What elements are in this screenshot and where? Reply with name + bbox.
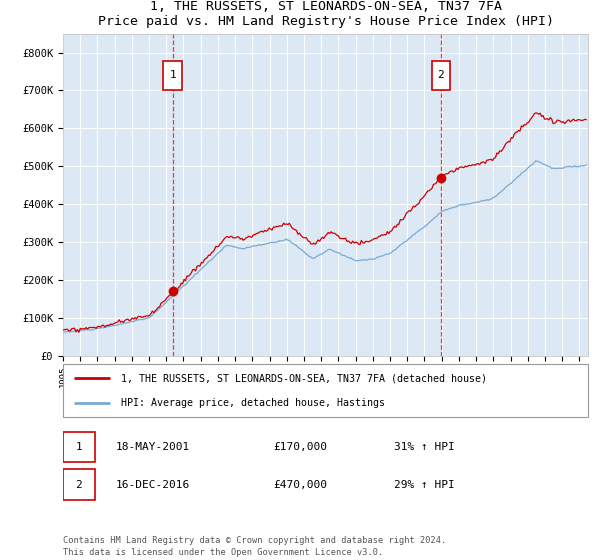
FancyBboxPatch shape — [431, 61, 451, 90]
Text: £170,000: £170,000 — [273, 442, 327, 452]
Text: HPI: Average price, detached house, Hastings: HPI: Average price, detached house, Hast… — [121, 398, 385, 408]
Text: 2: 2 — [437, 70, 445, 80]
Title: 1, THE RUSSETS, ST LEONARDS-ON-SEA, TN37 7FA
Price paid vs. HM Land Registry's H: 1, THE RUSSETS, ST LEONARDS-ON-SEA, TN37… — [97, 0, 554, 28]
Text: 1, THE RUSSETS, ST LEONARDS-ON-SEA, TN37 7FA (detached house): 1, THE RUSSETS, ST LEONARDS-ON-SEA, TN37… — [121, 374, 487, 384]
Text: 2: 2 — [76, 479, 82, 489]
Text: Contains HM Land Registry data © Crown copyright and database right 2024.
This d: Contains HM Land Registry data © Crown c… — [63, 536, 446, 557]
FancyBboxPatch shape — [163, 61, 182, 90]
FancyBboxPatch shape — [63, 432, 95, 462]
FancyBboxPatch shape — [63, 469, 95, 500]
Text: 1: 1 — [169, 70, 176, 80]
Text: 29% ↑ HPI: 29% ↑ HPI — [394, 479, 455, 489]
Text: 31% ↑ HPI: 31% ↑ HPI — [394, 442, 455, 452]
Text: 1: 1 — [76, 442, 82, 452]
Text: 16-DEC-2016: 16-DEC-2016 — [115, 479, 190, 489]
Text: £470,000: £470,000 — [273, 479, 327, 489]
Text: 18-MAY-2001: 18-MAY-2001 — [115, 442, 190, 452]
FancyBboxPatch shape — [63, 364, 588, 417]
